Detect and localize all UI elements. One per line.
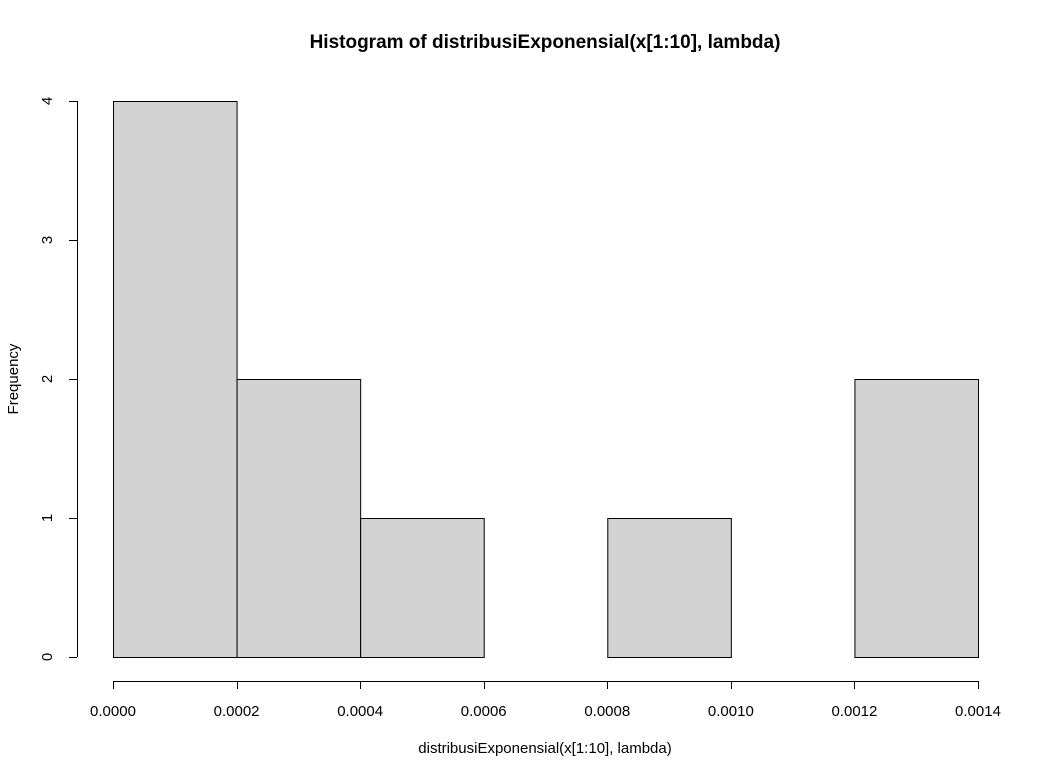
x-tick-label: 0.0000 bbox=[90, 703, 136, 720]
y-tick-label: 0 bbox=[39, 653, 56, 661]
histogram-bar bbox=[607, 518, 732, 658]
bars-group bbox=[113, 101, 980, 658]
chart-title: Histogram of distribusiExponensial(x[1:1… bbox=[310, 32, 781, 53]
x-axis-label: distribusiExponensial(x[1:10], lambda) bbox=[418, 740, 671, 757]
y-tick-label: 2 bbox=[39, 375, 56, 383]
y-tick-label: 4 bbox=[39, 97, 56, 105]
x-tick-label: 0.0014 bbox=[955, 703, 1001, 720]
x-axis: 0.0000 0.0002 0.0004 0.0006 0.0008 0.0010 0.00… bbox=[90, 681, 1001, 720]
y-axis: 0 1 2 3 4 bbox=[39, 97, 78, 661]
x-tick-label: 0.0004 bbox=[337, 703, 383, 720]
histogram-bar bbox=[113, 101, 238, 658]
x-tick-label: 0.0012 bbox=[831, 703, 877, 720]
x-tick-label: 0.0008 bbox=[584, 703, 630, 720]
histogram-bar bbox=[360, 518, 485, 658]
y-tick-label: 3 bbox=[39, 236, 56, 244]
histogram-bar bbox=[854, 379, 980, 658]
histogram-bar bbox=[236, 379, 362, 658]
y-tick-label: 1 bbox=[39, 514, 56, 522]
x-tick-label: 0.0006 bbox=[461, 703, 507, 720]
y-axis-label: Frequency bbox=[5, 343, 22, 414]
x-tick-label: 0.0010 bbox=[708, 703, 754, 720]
x-tick-label: 0.0002 bbox=[214, 703, 260, 720]
